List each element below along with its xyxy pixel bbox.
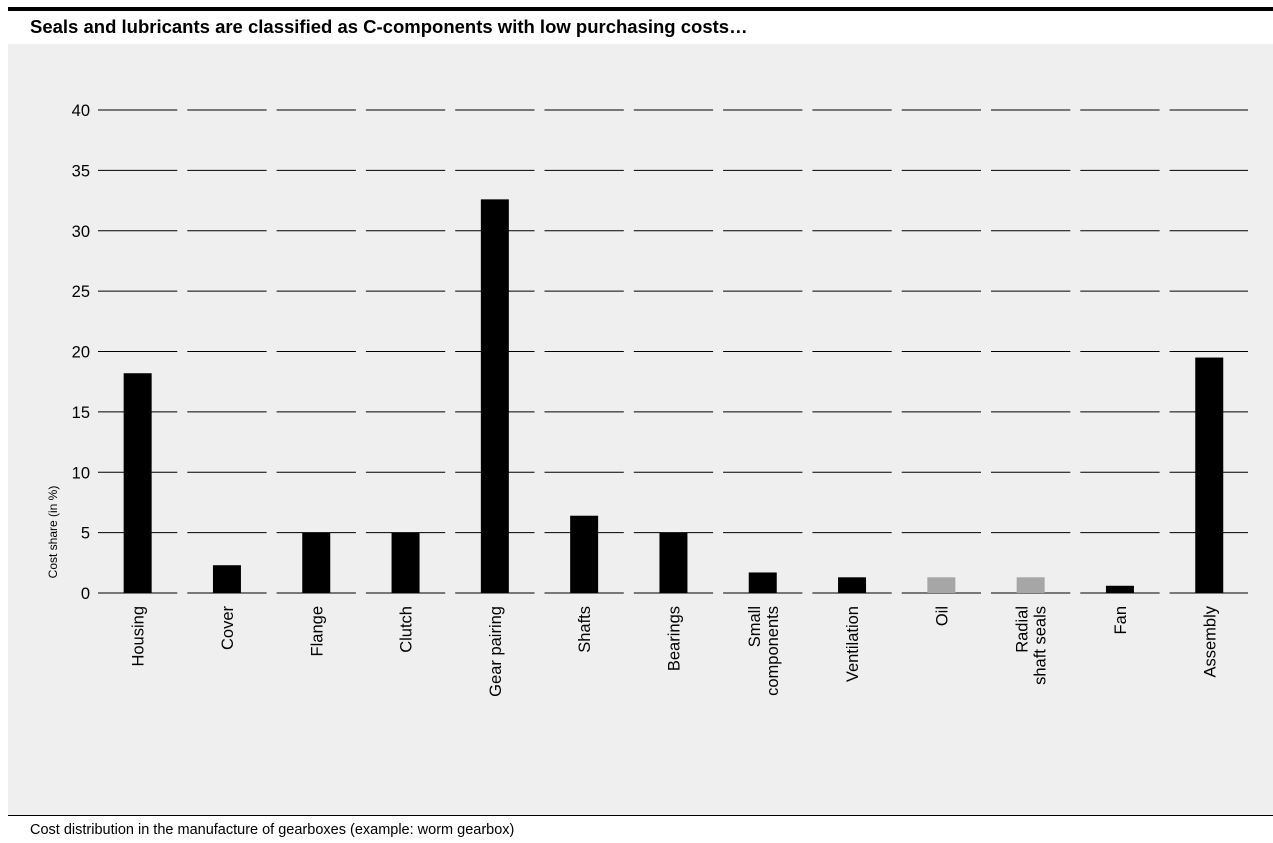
x-tick-label: Gear pairing [487,606,505,697]
y-axis-label: Cost share (in %) [46,486,60,579]
y-tick-label: 25 [72,283,90,301]
y-tick-label: 35 [72,162,90,180]
bar [1016,577,1045,593]
x-tick-label: Flange [308,606,326,656]
bar [1105,585,1134,593]
x-tick-label-line: Bearings [665,606,683,671]
bar [212,565,241,593]
x-tick-label-line: Fan [1112,606,1130,634]
y-tick-label: 40 [72,102,90,120]
figure-caption: Cost distribution in the manufacture of … [30,822,515,838]
bar [480,199,509,594]
x-tick-label-line: Small [746,606,764,647]
bar [391,532,420,593]
x-tick-label-line: Clutch [398,606,416,653]
x-tick-label-line: Shafts [576,606,594,653]
x-tick-label: Clutch [398,606,416,653]
y-tick-label: 30 [72,223,90,241]
x-tick-label-line: Oil [933,606,951,626]
x-tick-label-line: Gear pairing [487,606,505,697]
x-tick-label-line: Flange [308,606,326,656]
bar [838,577,867,593]
y-tick-label: 15 [72,404,90,422]
x-tick-label: Shafts [576,606,594,653]
x-tick-label: Assembly [1201,605,1219,677]
x-tick-label: Oil [933,606,951,626]
caption-rule [8,815,1273,816]
y-tick-label: 20 [72,344,90,362]
y-tick-label: 10 [72,464,90,482]
x-tick-label-line: shaft seals [1032,606,1050,685]
x-tick-label-line: Ventilation [844,606,862,682]
x-tick-label: Bearings [665,606,683,671]
x-tick-label: Housing [130,606,148,667]
bar [927,577,956,593]
bar [1195,357,1224,593]
bar [748,572,777,593]
x-tick-label: Smallcomponents [746,606,782,696]
chart-headline: Seals and lubricants are classified as C… [30,16,748,37]
x-tick-label-line: components [764,606,782,696]
x-tick-label: Fan [1112,606,1130,634]
x-tick-label: Ventilation [844,606,862,682]
x-tick-label-line: Housing [130,606,148,667]
bar [123,373,152,593]
bar [302,532,331,593]
y-tick-label: 0 [81,585,90,603]
bar [659,532,688,593]
x-tick-label: Cover [219,605,237,650]
x-tick-label-line: Radial [1014,606,1032,653]
y-tick-label: 5 [81,525,90,543]
x-tick-label: Radialshaft seals [1014,606,1050,685]
header-rule [8,7,1273,11]
chart-panel [8,44,1273,815]
x-tick-label-line: Assembly [1201,605,1219,677]
x-tick-label-line: Cover [219,605,237,650]
bar [570,515,599,593]
